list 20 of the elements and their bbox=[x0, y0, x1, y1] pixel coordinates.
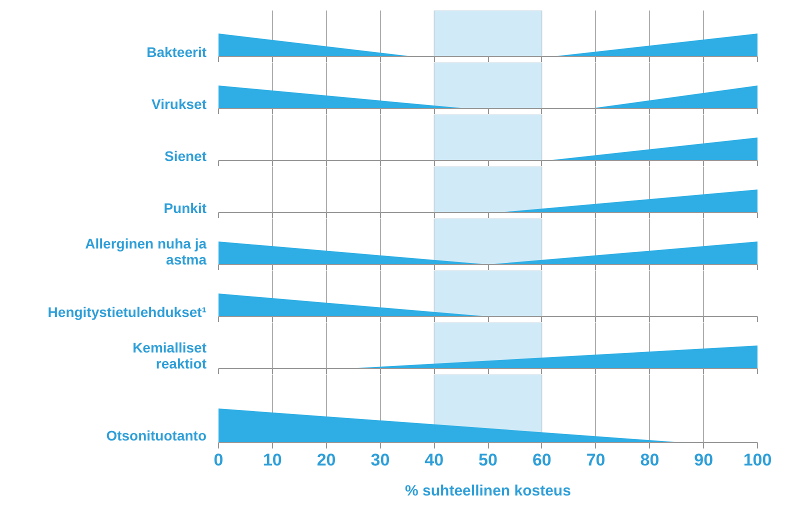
x-tick-label: 50 bbox=[478, 450, 498, 470]
y-axis-title: Hengitystietulehdukset¹ bbox=[48, 304, 207, 320]
x-tick-label: 90 bbox=[694, 450, 714, 470]
x-tick-label: 70 bbox=[586, 450, 606, 470]
y-axis-title: Allerginen nuha ja astma bbox=[85, 235, 207, 268]
y-axis-title: Otsonituotanto bbox=[106, 428, 206, 444]
x-tick-label: 100 bbox=[743, 450, 772, 470]
x-tick-label: 0 bbox=[214, 450, 224, 470]
y-axis-title: Sienet bbox=[164, 148, 207, 164]
x-axis-title: % suhteellinen kosteus bbox=[405, 482, 571, 500]
x-tick-label: 80 bbox=[640, 450, 660, 470]
y-axis-title: Virukset bbox=[152, 96, 207, 112]
x-tick-label: 30 bbox=[370, 450, 390, 470]
y-axis-title: Kemialliset reaktiot bbox=[132, 339, 207, 372]
y-axis-title: Bakteerit bbox=[146, 44, 207, 60]
x-tick-label: 20 bbox=[316, 450, 336, 470]
x-tick-label: 10 bbox=[262, 450, 282, 470]
x-tick-label: 40 bbox=[424, 450, 444, 470]
y-axis-title: Punkit bbox=[164, 200, 207, 216]
x-tick-label: 60 bbox=[532, 450, 552, 470]
